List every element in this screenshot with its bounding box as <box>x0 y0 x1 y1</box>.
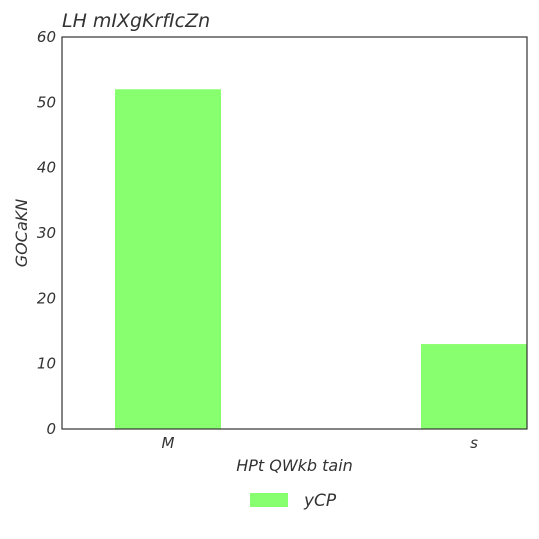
x-tick-label: M <box>162 434 175 452</box>
y-tick-label: 30 <box>37 224 56 242</box>
y-axis-ticks: 0 10 20 30 40 50 60 <box>37 28 56 438</box>
y-tick-label: 0 <box>46 420 56 438</box>
y-tick-label: 60 <box>37 28 56 46</box>
y-tick-label: 20 <box>37 289 56 307</box>
x-tick-label: s <box>470 434 478 452</box>
plot-frame <box>61 36 528 430</box>
x-axis-label: HPt QWkb tain <box>236 456 353 475</box>
y-tick-label: 50 <box>37 93 56 111</box>
bar-M <box>115 89 221 430</box>
chart-title: LH mIXgKrfIcZn <box>62 10 210 32</box>
bars-group <box>115 89 527 430</box>
y-tick-label: 40 <box>37 159 56 177</box>
bar-s <box>421 344 527 429</box>
legend: yCP <box>250 491 337 511</box>
y-axis-label: GOCaKN <box>12 199 31 267</box>
legend-label: yCP <box>303 491 337 511</box>
y-tick-label: 10 <box>37 355 56 373</box>
legend-swatch <box>250 493 288 507</box>
